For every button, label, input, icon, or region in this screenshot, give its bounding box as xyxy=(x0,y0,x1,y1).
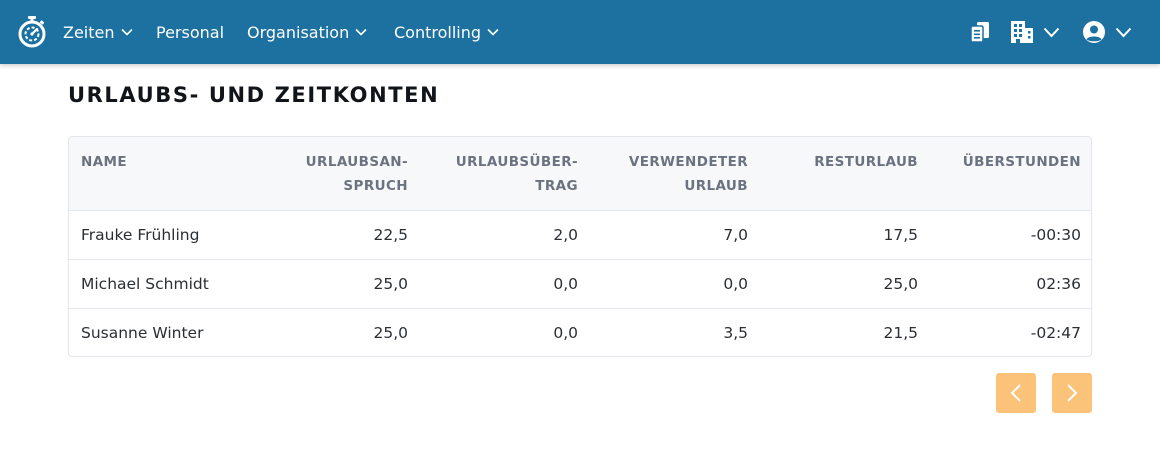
header-line: ÜBERSTUNDEN xyxy=(962,154,1081,170)
header-line: URLAUBSAN- xyxy=(305,154,408,170)
next-page-button[interactable] xyxy=(1052,373,1092,413)
previous-page-button[interactable] xyxy=(996,373,1036,413)
cell-verwendeter-urlaub: 7,0 xyxy=(723,225,748,244)
header-line: NAME xyxy=(81,154,128,170)
accounts-table: NAME URLAUBSAN- SPRUCH URLAUBSÜBER- TRAG… xyxy=(69,137,1091,356)
cell-urlaubsanspruch: 25,0 xyxy=(249,258,420,308)
user-account-icon[interactable] xyxy=(1082,20,1106,44)
cell-ueberstunden: -00:30 xyxy=(1030,225,1081,244)
column-header-urlaubsanspruch[interactable]: URLAUBSAN- SPRUCH xyxy=(249,137,420,211)
cell-urlaubsanspruch: 22,5 xyxy=(373,225,408,244)
nav-item-label: Personal xyxy=(156,22,225,42)
nav-item-personal[interactable]: Personal xyxy=(156,0,224,64)
nav-item-controlling[interactable]: Controlling xyxy=(394,0,499,64)
nav-item-zeiten[interactable]: Zeiten xyxy=(63,0,133,64)
table-header-row: NAME URLAUBSAN- SPRUCH URLAUBSÜBER- TRAG… xyxy=(69,137,1091,211)
header-line: TRAG xyxy=(535,178,578,194)
chevron-down-icon xyxy=(487,28,499,36)
cell-verwendeter-urlaub: 3,5 xyxy=(590,307,760,356)
nav-item-label: Controlling xyxy=(394,22,482,42)
cell-ueberstunden: -02:47 xyxy=(930,307,1091,356)
cell-urlaubsuebertrag: 0,0 xyxy=(420,307,590,356)
column-header-resturlaub[interactable]: RESTURLAUB xyxy=(760,137,930,211)
table-row[interactable]: Frauke Frühling 22,5 2,0 7,0 17,5 -00:30 xyxy=(69,210,1091,259)
top-navigation-bar: Zeiten Personal Organisation Controlling xyxy=(0,0,1160,64)
column-header-urlaubsuebertrag[interactable]: URLAUBSÜBER- TRAG xyxy=(420,137,590,211)
cell-urlaubsuebertrag: 0,0 xyxy=(420,258,590,308)
nav-item-organisation[interactable]: Organisation xyxy=(247,0,367,64)
column-header-name[interactable]: NAME xyxy=(69,137,249,211)
header-line: VERWENDETER xyxy=(628,154,748,170)
accounts-table-card: NAME URLAUBSAN- SPRUCH URLAUBSÜBER- TRAG… xyxy=(68,136,1092,357)
building-icon[interactable] xyxy=(1010,20,1034,44)
documents-icon[interactable] xyxy=(969,21,991,43)
column-header-verwendeter-urlaub[interactable]: VERWENDETER URLAUB xyxy=(590,137,760,211)
chevron-down-icon xyxy=(355,28,367,36)
chevron-left-icon xyxy=(1010,384,1021,402)
cell-name: Susanne Winter xyxy=(69,307,249,356)
cell-name: Frauke Frühling xyxy=(81,225,200,244)
stopwatch-logo-icon[interactable] xyxy=(16,15,48,49)
cell-resturlaub: 17,5 xyxy=(883,225,918,244)
cell-urlaubsanspruch: 25,0 xyxy=(249,307,420,356)
cell-resturlaub: 21,5 xyxy=(760,307,930,356)
header-line: SPRUCH xyxy=(343,178,408,194)
chevron-down-icon[interactable] xyxy=(1043,27,1060,38)
cell-ueberstunden: 02:36 xyxy=(930,258,1091,308)
cell-verwendeter-urlaub: 0,0 xyxy=(590,258,760,308)
table-row[interactable]: Michael Schmidt 25,0 0,0 0,0 25,0 02:36 xyxy=(69,258,1091,308)
column-header-ueberstunden[interactable]: ÜBERSTUNDEN xyxy=(930,137,1091,211)
header-line: URLAUB xyxy=(684,178,748,194)
chevron-down-icon xyxy=(120,28,133,36)
page-title: URLAUBS- UND ZEITKONTEN xyxy=(68,83,440,107)
table-row[interactable]: Susanne Winter 25,0 0,0 3,5 21,5 -02:47 xyxy=(69,307,1091,356)
cell-resturlaub: 25,0 xyxy=(760,258,930,308)
header-line: URLAUBSÜBER- xyxy=(455,154,578,170)
chevron-right-icon xyxy=(1067,384,1078,402)
cell-name: Michael Schmidt xyxy=(69,258,249,308)
header-line: RESTURLAUB xyxy=(814,154,918,170)
nav-item-label: Zeiten xyxy=(63,22,115,42)
nav-item-label: Organisation xyxy=(247,22,350,42)
chevron-down-icon[interactable] xyxy=(1115,27,1132,38)
cell-urlaubsuebertrag: 2,0 xyxy=(553,225,578,244)
